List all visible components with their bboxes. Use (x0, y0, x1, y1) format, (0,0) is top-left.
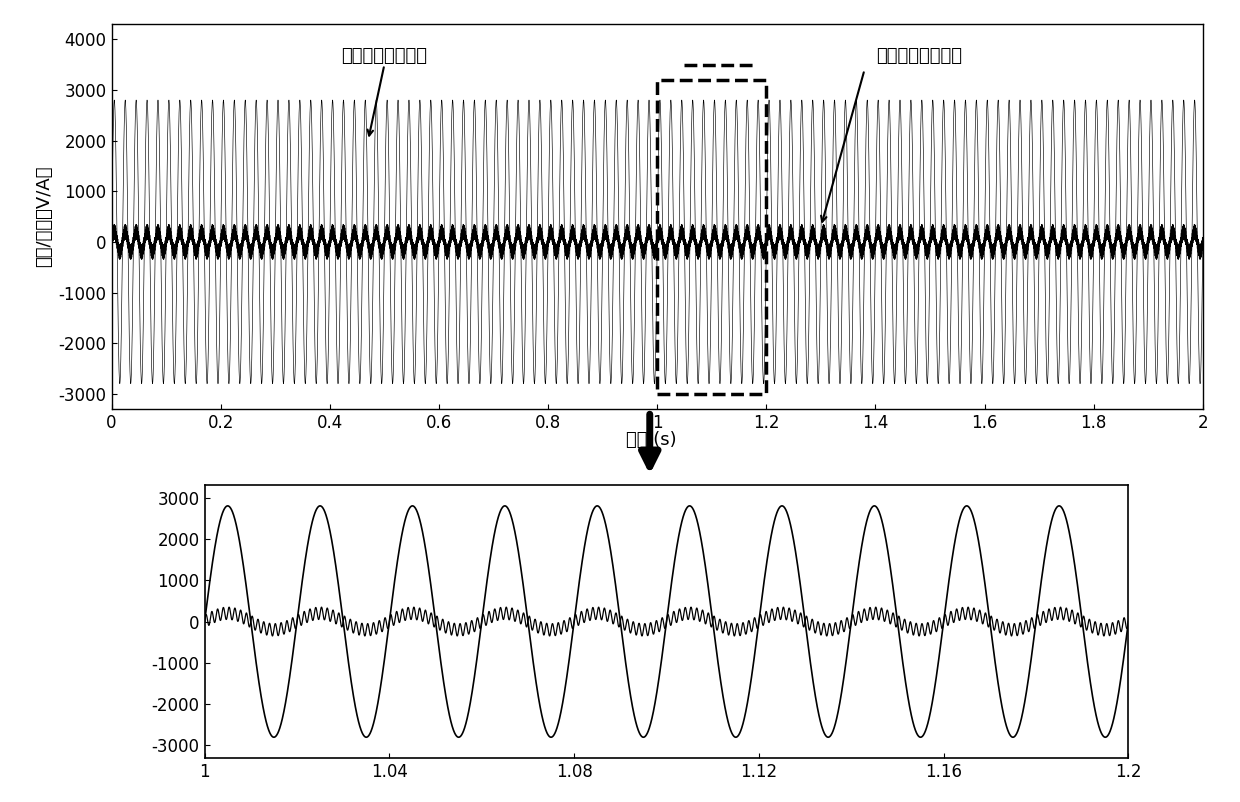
Text: 时间 (s): 时间 (s) (626, 431, 676, 449)
Text: 动车组交流侧电压: 动车组交流侧电压 (341, 47, 428, 65)
Y-axis label: 电压/电流（V/A）: 电压/电流（V/A） (35, 166, 53, 267)
Bar (657, 79, 766, 394)
Text: 动车组交流侧电流: 动车组交流侧电流 (877, 47, 962, 65)
